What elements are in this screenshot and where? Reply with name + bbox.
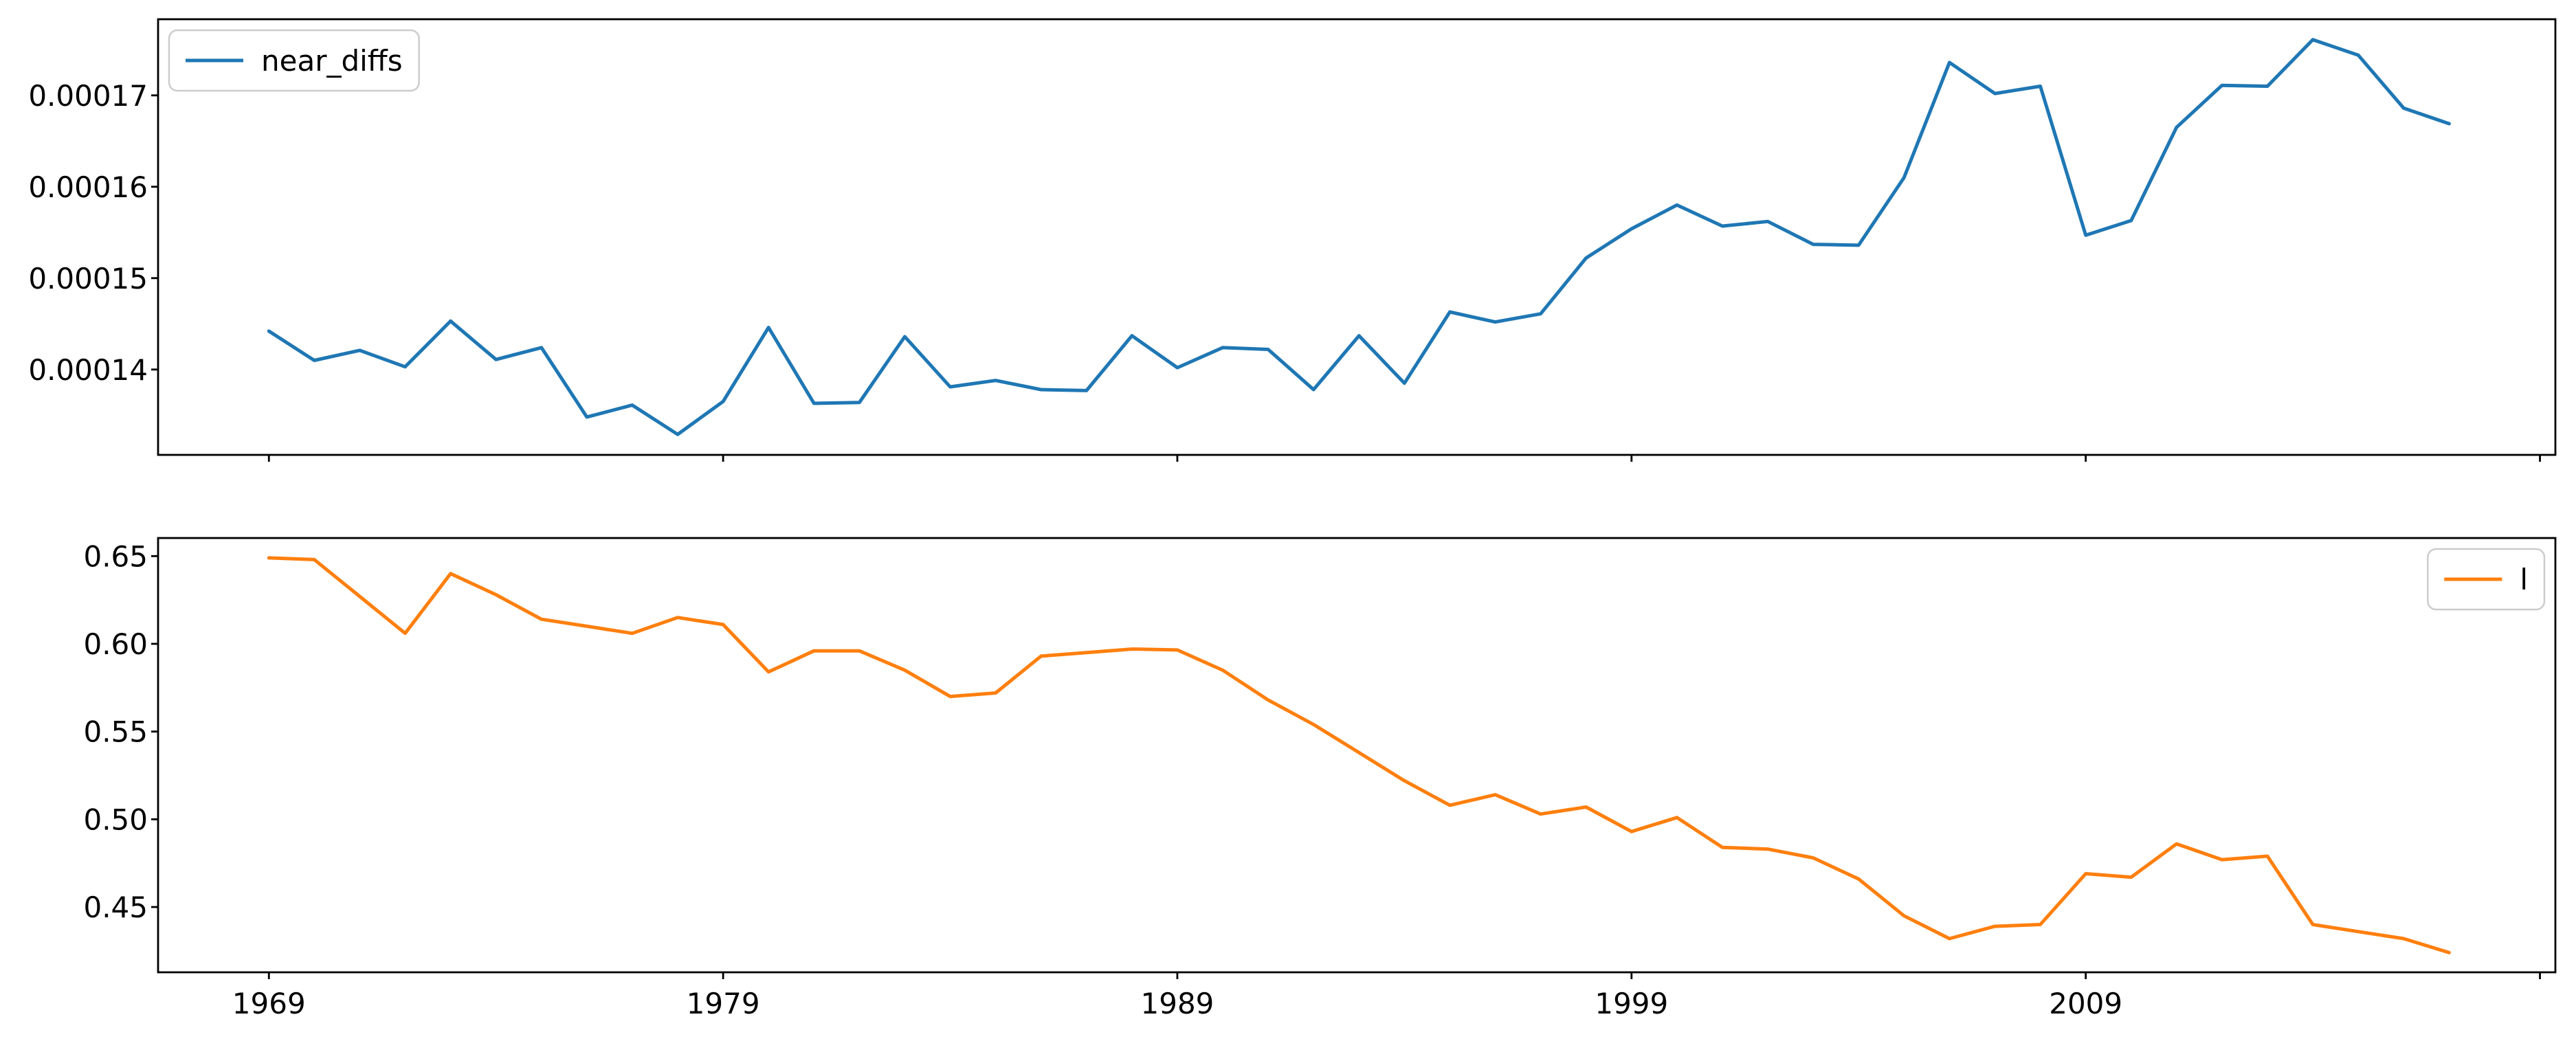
axes-border	[157, 18, 2557, 456]
y-tick-label: 0.65	[83, 539, 148, 573]
axes-border	[157, 537, 2557, 974]
x-tick-label: 2009	[2049, 987, 2122, 1020]
y-tick-label: 0.00017	[28, 79, 148, 113]
y-tick-label: 0.60	[83, 627, 148, 661]
y-tick-label: 0.00016	[28, 170, 148, 204]
x-tick-label: 1979	[687, 987, 760, 1020]
x-tick-label: 1999	[1595, 987, 1668, 1020]
x-tick-label: 1989	[1141, 987, 1214, 1020]
legend-label: near_diffs	[261, 44, 403, 78]
bottom-chart-plot-area: 1969 1979 1989 1999 2009 0.45 0.50 0.55 0.60 0.65	[83, 537, 2557, 1020]
y-tick-label: 0.00014	[28, 353, 148, 387]
x-tick-label: 1969	[232, 987, 306, 1020]
legend-label: l	[2520, 563, 2528, 596]
y-tick-label: 0.50	[83, 803, 148, 836]
series-line-near_diffs	[267, 38, 2451, 436]
y-tick-label: 0.45	[83, 891, 148, 924]
top-chart-plot-area: 0.00014 0.00015 0.00016 0.00017	[28, 18, 2557, 462]
y-tick-label: 0.00015	[28, 262, 148, 295]
y-tick-label: 0.55	[83, 715, 148, 749]
legend-near-diffs: near_diffs	[168, 29, 420, 92]
legend-box	[168, 29, 420, 92]
series-line-l	[267, 556, 2451, 954]
legend-l: l	[2427, 548, 2546, 611]
